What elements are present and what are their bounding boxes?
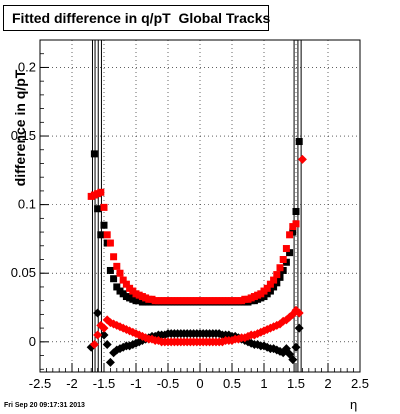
data-point-square <box>270 276 278 284</box>
data-point-diamond <box>105 357 115 367</box>
plot-frame <box>39 39 361 373</box>
x-tick-label: 0 <box>196 376 203 391</box>
data-point-square <box>106 239 114 247</box>
x-tick-label: 0.5 <box>223 376 241 391</box>
grid-lines <box>39 40 361 372</box>
data-point-square <box>113 262 121 270</box>
x-tick-label: -1 <box>130 376 142 391</box>
data-point-square <box>113 283 121 291</box>
x-axis-label: η <box>350 397 358 412</box>
data-point-square <box>273 271 281 279</box>
data-point-square <box>282 245 290 253</box>
data-point-square <box>292 207 300 215</box>
axes: -2.5 -2 -1.5 -1 -0.5 0 0.5 1 1.5 2 2.5 0 0.05 0.1 0.15… <box>11 39 369 391</box>
data-marks <box>86 138 307 367</box>
data-point-square <box>279 256 287 264</box>
data-point-square <box>110 275 118 283</box>
data-point-square <box>266 280 274 288</box>
y-tick-label: 0.2 <box>18 59 36 74</box>
data-point-square <box>103 231 111 239</box>
data-point-square <box>286 249 294 257</box>
data-point-diamond <box>89 340 99 350</box>
x-tick-label: 1 <box>260 376 267 391</box>
data-point-diamond <box>93 308 103 318</box>
data-point-square <box>100 221 108 229</box>
x-tick-label: 1.5 <box>287 376 305 391</box>
data-point-diamond <box>294 323 304 333</box>
data-point-square <box>106 266 114 274</box>
data-point-square <box>292 220 300 228</box>
x-tick-label: 2 <box>324 376 331 391</box>
x-tick-label: -1.5 <box>93 376 115 391</box>
data-point-square <box>100 203 108 211</box>
data-point-square <box>276 264 284 272</box>
error-bars <box>91 40 302 372</box>
y-tick-label: 0.1 <box>18 197 36 212</box>
data-point-square <box>110 253 118 261</box>
x-tick-label: -0.5 <box>157 376 179 391</box>
data-point-diamond <box>291 342 301 352</box>
data-point-square <box>119 276 127 284</box>
data-point-diamond <box>93 330 103 340</box>
data-point-square <box>263 284 271 292</box>
data-point-square <box>90 150 98 158</box>
chart-title: Fitted difference in q/pT Global Tracks <box>12 10 271 26</box>
y-tick-label: 0.05 <box>11 265 36 280</box>
x-tick-label: -2 <box>66 376 78 391</box>
data-point-diamond <box>297 154 307 164</box>
data-point-diamond <box>102 340 112 350</box>
y-axis-label: difference in q/pT <box>12 69 28 187</box>
data-point-square <box>97 231 105 239</box>
data-point-square <box>116 269 124 277</box>
data-point-diamond <box>99 330 109 340</box>
chart-title-box: Fitted difference in q/pT Global Tracks <box>3 5 271 31</box>
data-point-square <box>94 205 102 213</box>
data-point-square <box>97 188 105 196</box>
y-tick-label: 0.15 <box>11 128 36 143</box>
timestamp-footer: Fri Sep 20 09:17:31 2013 <box>4 402 85 409</box>
data-point-square <box>286 231 294 239</box>
data-point-diamond <box>288 355 298 365</box>
x-tick-label: 2.5 <box>351 376 369 391</box>
data-point-square <box>295 138 303 146</box>
y-tick-label: 0 <box>29 334 36 349</box>
data-point-diamond <box>294 308 304 318</box>
data-point-square <box>122 280 130 288</box>
data-point-diamond <box>99 323 109 333</box>
x-tick-label: -2.5 <box>29 376 51 391</box>
